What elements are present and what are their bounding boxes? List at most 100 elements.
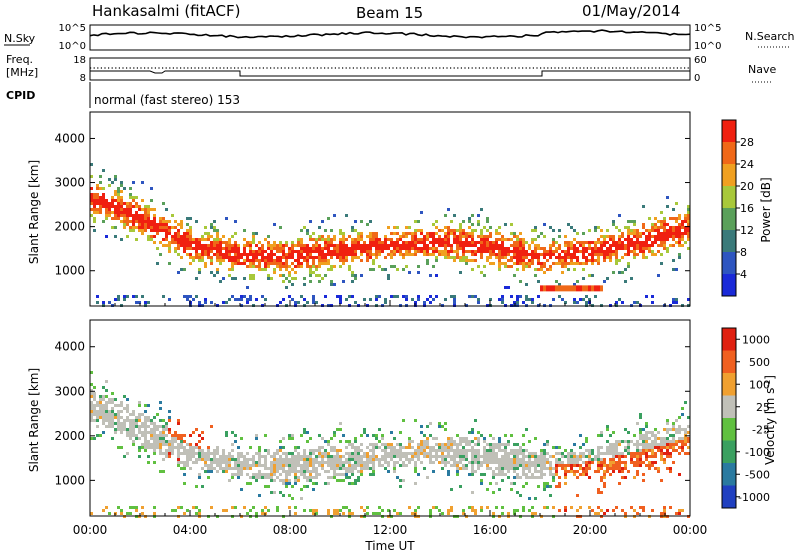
heatmap-cell (264, 238, 267, 241)
heatmap-cell (225, 455, 228, 458)
heatmap-cell (294, 265, 297, 268)
heatmap-cell (162, 229, 165, 232)
heatmap-cell (612, 250, 615, 253)
heatmap-cell (528, 467, 531, 470)
heatmap-cell (264, 298, 267, 301)
heatmap-cell (225, 431, 228, 434)
heatmap-cell (615, 244, 618, 247)
heatmap-cell (378, 458, 381, 461)
heatmap-cell (669, 446, 672, 449)
heatmap-cell (576, 458, 579, 461)
heatmap-cell (588, 285, 591, 292)
heatmap-cell (225, 256, 228, 259)
heatmap-cell (327, 253, 330, 256)
heatmap-cell (333, 247, 336, 250)
heatmap-cell (624, 268, 627, 271)
heatmap-cell (450, 458, 453, 461)
heatmap-cell (318, 259, 321, 262)
heatmap-cell (291, 247, 294, 250)
heatmap-cell (618, 482, 621, 485)
heatmap-cell (651, 443, 654, 446)
heatmap-cell (414, 220, 417, 223)
heatmap-cell (354, 467, 357, 470)
heatmap-cell (414, 509, 417, 512)
heatmap-cell (615, 241, 618, 244)
heatmap-cell (525, 253, 528, 256)
heatmap-cell (345, 461, 348, 464)
heatmap-cell (435, 247, 438, 250)
heatmap-cell (90, 214, 93, 217)
nsky-line (89, 29, 691, 39)
heatmap-cell (603, 461, 606, 464)
heatmap-cell (147, 223, 150, 226)
heatmap-cell (666, 455, 669, 458)
heatmap-cell (183, 452, 186, 455)
heatmap-cell (612, 235, 615, 238)
heatmap-cell (339, 473, 342, 476)
heatmap-cell (420, 449, 423, 452)
heatmap-cell (600, 479, 603, 482)
heatmap-cell (633, 247, 636, 250)
heatmap-cell (96, 416, 99, 419)
heatmap-cell (552, 455, 555, 458)
heatmap-cell (357, 446, 360, 449)
heatmap-cell (537, 256, 540, 259)
heatmap-cell (369, 253, 372, 256)
freq-label-1: Freq. (6, 53, 33, 66)
heatmap-cell (102, 220, 105, 223)
heatmap-cell (495, 247, 498, 250)
heatmap-cell (252, 461, 255, 464)
heatmap-cell (258, 253, 261, 256)
heatmap-cell (603, 256, 606, 259)
heatmap-cell (687, 416, 690, 419)
heatmap-cell (519, 247, 522, 250)
heatmap-cell (561, 271, 564, 274)
heatmap-cell (252, 277, 255, 280)
heatmap-cell (99, 211, 102, 214)
heatmap-cell (387, 464, 390, 467)
heatmap-cell (240, 455, 243, 458)
heatmap-cell (351, 464, 354, 467)
heatmap-cell (255, 250, 258, 253)
heatmap-cell (129, 214, 132, 217)
heatmap-cell (462, 220, 465, 223)
heatmap-cell (144, 208, 147, 211)
heatmap-cell (132, 434, 135, 437)
heatmap-cell (648, 446, 651, 449)
heatmap-cell (309, 473, 312, 476)
heatmap-cell (354, 479, 357, 482)
heatmap-cell (237, 256, 240, 259)
heatmap-cell (423, 467, 426, 470)
heatmap-cell (252, 265, 255, 268)
heatmap-cell (141, 295, 144, 298)
heatmap-cell (243, 506, 246, 509)
heatmap-cell (309, 461, 312, 464)
heatmap-cell (99, 416, 102, 419)
heatmap-cell (501, 449, 504, 452)
heatmap-cell (300, 265, 303, 268)
heatmap-cell (435, 250, 438, 253)
heatmap-cell (330, 229, 333, 232)
heatmap-cell (507, 253, 510, 256)
heatmap-cell (210, 464, 213, 467)
heatmap-cell (414, 247, 417, 250)
heatmap-cell (678, 232, 681, 235)
heatmap-cell (108, 419, 111, 422)
heatmap-cell (186, 229, 189, 232)
heatmap-cell (366, 244, 369, 247)
heatmap-cell (330, 455, 333, 458)
heatmap-cell (570, 449, 573, 452)
heatmap-cell (123, 425, 126, 428)
heatmap-cell (93, 419, 96, 422)
heatmap-cell (246, 512, 249, 515)
heatmap-cell (372, 235, 375, 238)
heatmap-cell (456, 247, 459, 250)
heatmap-cell (222, 467, 225, 470)
heatmap-cell (678, 473, 681, 476)
heatmap-cell (606, 247, 609, 250)
heatmap-cell (363, 464, 366, 467)
heatmap-cell (450, 488, 453, 491)
heatmap-cell (498, 253, 501, 256)
heatmap-cell (432, 470, 435, 473)
heatmap-cell (612, 458, 615, 461)
